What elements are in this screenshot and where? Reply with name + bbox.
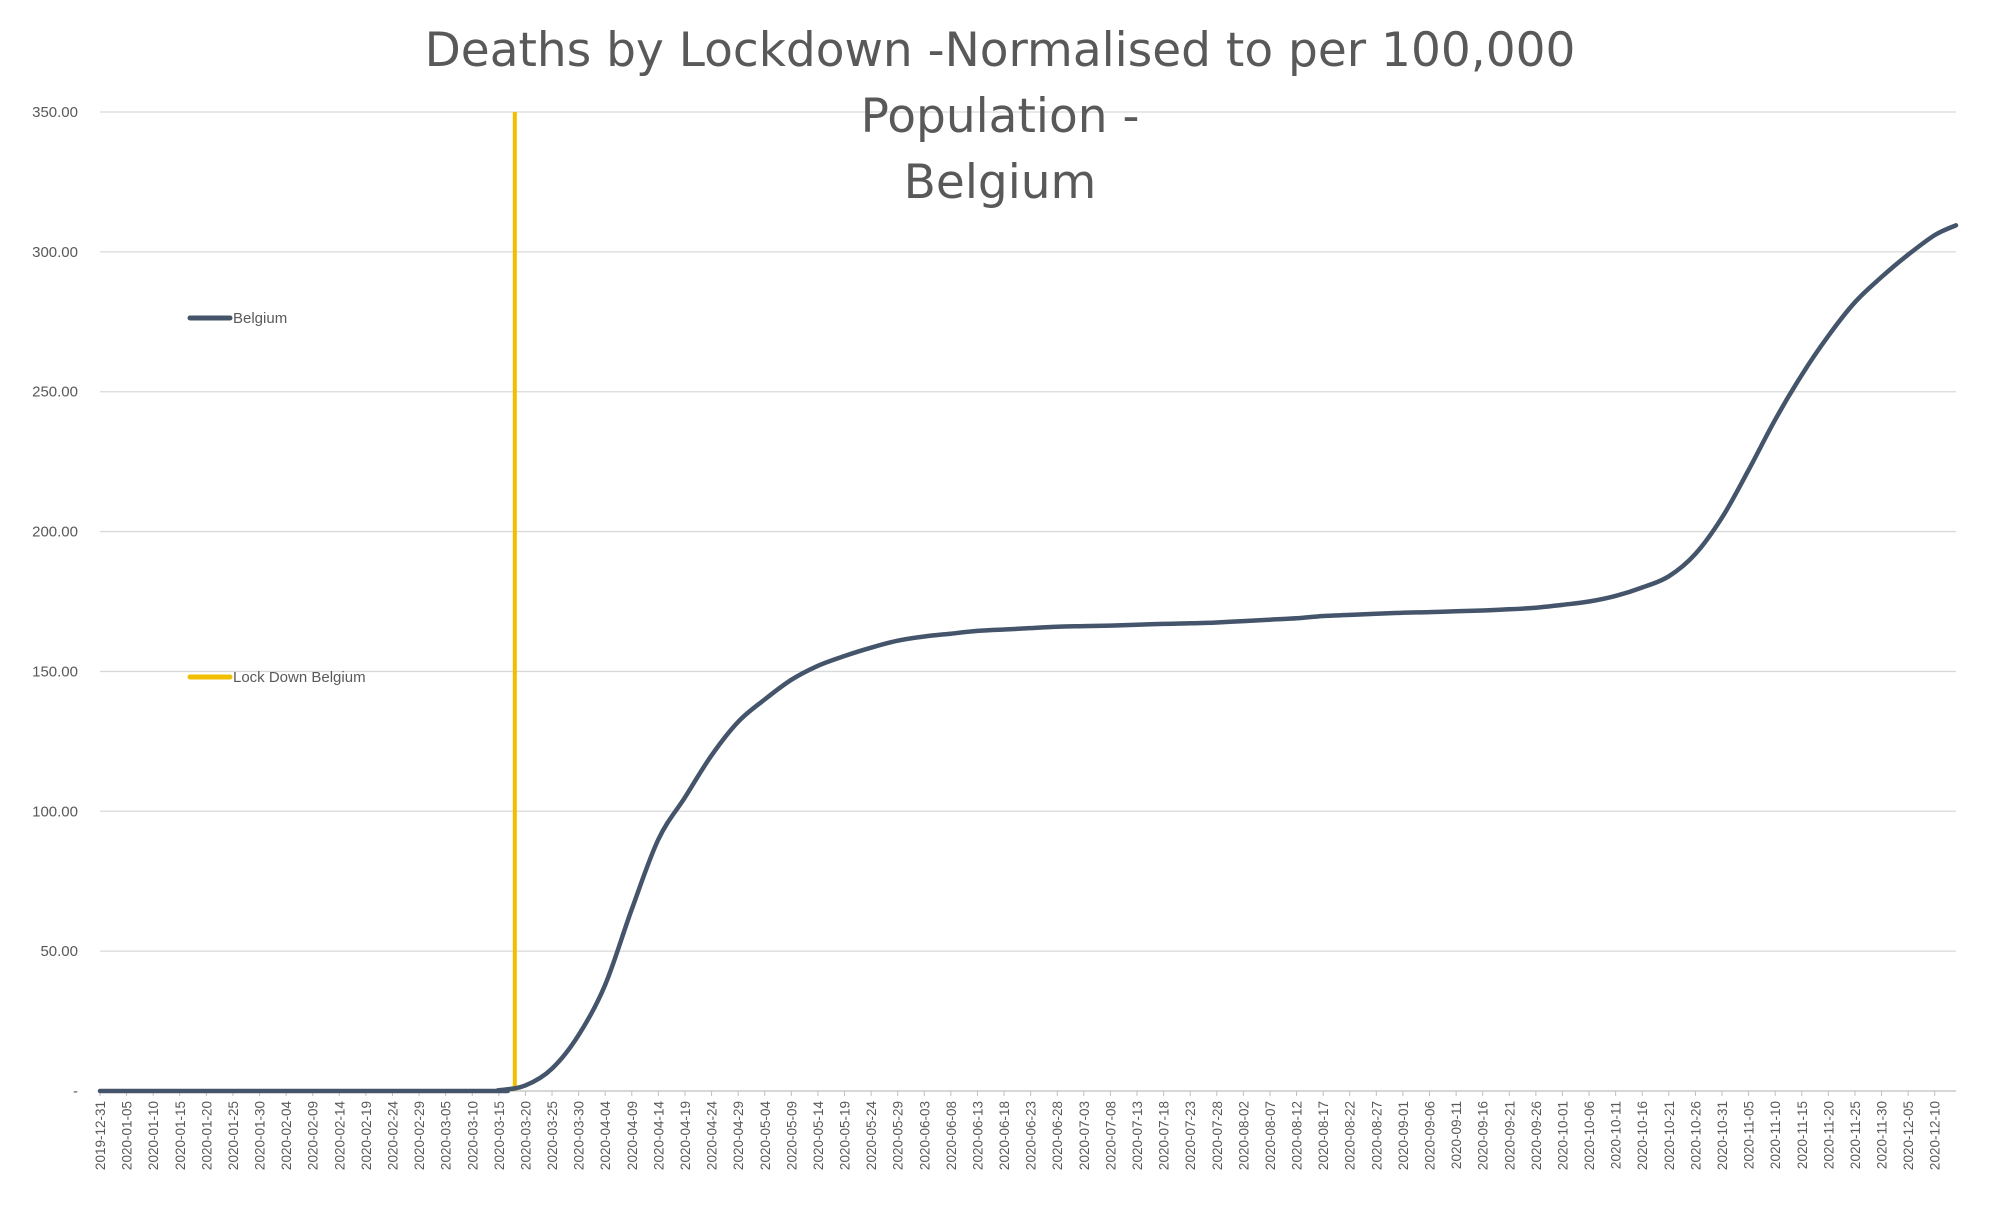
x-tick-label: 2020-03-25: [545, 1101, 560, 1170]
x-tick-label: 2020-03-20: [518, 1101, 533, 1170]
x-tick-label: 2020-04-19: [678, 1101, 693, 1170]
x-tick-label: 2020-06-18: [997, 1101, 1012, 1170]
x-tick-label: 2020-03-10: [465, 1101, 480, 1170]
x-tick-label: 2020-08-12: [1290, 1101, 1305, 1170]
x-tick-label: 2020-01-20: [199, 1101, 214, 1170]
y-tick-label: 150.00: [32, 663, 78, 680]
x-tick-label: 2020-10-06: [1582, 1101, 1597, 1170]
x-tick-label: 2020-06-28: [1050, 1101, 1065, 1170]
x-tick-label: 2020-07-18: [1157, 1101, 1172, 1170]
x-tick-label: 2020-04-14: [651, 1101, 666, 1171]
y-tick-label: 50.00: [40, 943, 78, 960]
x-tick-label: 2020-04-04: [598, 1101, 613, 1171]
x-tick-label: 2020-10-11: [1609, 1101, 1624, 1169]
x-tick-label: 2020-04-24: [705, 1101, 720, 1171]
x-tick-label: 2020-05-04: [758, 1101, 773, 1171]
x-tick-label: 2020-01-25: [226, 1101, 241, 1170]
x-tick-label: 2020-02-04: [279, 1101, 294, 1171]
x-tick-label: 2020-02-14: [332, 1101, 347, 1171]
legend: Belgium Lock Down Belgium: [187, 310, 366, 686]
x-tick-label: 2020-11-10: [1768, 1101, 1783, 1169]
y-axis-ticks: - 50.00 100.00 150.00 200.00 250.00 300.00 350.…: [32, 104, 78, 1100]
x-tick-label: 2020-05-29: [891, 1101, 906, 1170]
y-tick-label: 250.00: [32, 384, 78, 401]
x-tick-label: 2020-11-05: [1742, 1101, 1757, 1169]
y-tick-label: 100.00: [32, 803, 78, 820]
y-tick-label: 200.00: [32, 524, 78, 541]
x-tick-label: 2020-05-14: [811, 1101, 826, 1171]
x-tick-label: 2020-09-16: [1476, 1101, 1491, 1170]
x-tick-label: 2020-07-23: [1183, 1101, 1198, 1170]
x-tick-label: 2020-10-21: [1662, 1101, 1677, 1170]
x-tick-label: 2020-10-16: [1635, 1101, 1650, 1170]
x-tick-label: 2020-07-13: [1130, 1101, 1145, 1170]
x-tick-label: 2020-12-05: [1901, 1101, 1916, 1170]
series-line-belgium: [97, 223, 1959, 1094]
x-tick-label: 2020-06-13: [970, 1101, 985, 1170]
x-tick-label: 2020-05-19: [838, 1101, 853, 1170]
x-axis-ticks: 2019-12-31 2020-01-05 2020-01-10 2020-01-15…: [93, 1091, 1943, 1170]
x-tick-label: 2020-01-10: [146, 1101, 161, 1170]
x-tick-label: 2020-07-08: [1103, 1101, 1118, 1170]
x-tick-label: 2020-01-30: [253, 1101, 268, 1170]
x-tick-label: 2020-02-24: [385, 1101, 400, 1171]
x-tick-label: 2019-12-31: [93, 1101, 108, 1170]
x-tick-label: 2020-09-11: [1449, 1101, 1464, 1169]
x-tick-label: 2020-04-29: [731, 1101, 746, 1170]
series: [97, 223, 1959, 1094]
legend-label-belgium: Belgium: [233, 310, 287, 327]
x-tick-label: 2020-01-15: [173, 1101, 188, 1170]
x-tick-label: 2020-02-19: [359, 1101, 374, 1170]
gridlines: [100, 111, 1956, 1092]
x-tick-label: 2020-06-08: [944, 1101, 959, 1170]
x-tick-label: 2020-09-06: [1423, 1101, 1438, 1170]
x-tick-label: 2020-05-24: [864, 1101, 879, 1171]
x-tick-label: 2020-10-01: [1555, 1101, 1570, 1170]
x-tick-label: 2020-02-29: [412, 1101, 427, 1170]
x-tick-label: 2020-11-30: [1875, 1101, 1890, 1169]
x-tick-label: 2020-03-15: [492, 1101, 507, 1170]
x-tick-label: 2020-11-25: [1848, 1101, 1863, 1169]
x-tick-label: 2020-10-31: [1715, 1101, 1730, 1170]
x-tick-label: 2020-08-07: [1263, 1101, 1278, 1170]
x-tick-label: 2020-07-28: [1210, 1101, 1225, 1170]
x-tick-label: 2020-01-05: [120, 1101, 135, 1170]
legend-label-lock-down-belgium: Lock Down Belgium: [233, 669, 366, 686]
x-tick-label: 2020-04-09: [625, 1101, 640, 1170]
x-tick-label: 2020-03-30: [572, 1101, 587, 1170]
y-tick-label: 350.00: [32, 104, 78, 121]
x-tick-label: 2020-09-01: [1396, 1101, 1411, 1170]
x-tick-label: 2020-02-09: [306, 1101, 321, 1170]
x-tick-label: 2020-05-09: [784, 1101, 799, 1170]
x-tick-label: 2020-07-03: [1077, 1101, 1092, 1170]
x-tick-label: 2020-09-26: [1529, 1101, 1544, 1170]
x-tick-label: 2020-06-23: [1024, 1101, 1039, 1170]
y-tick-label: 300.00: [32, 244, 78, 261]
x-tick-label: 2020-08-27: [1369, 1101, 1384, 1170]
x-tick-label: 2020-10-26: [1688, 1101, 1703, 1170]
x-tick-label: 2020-08-17: [1316, 1101, 1331, 1170]
x-tick-label: 2020-12-10: [1928, 1101, 1943, 1170]
x-tick-label: 2020-11-15: [1795, 1101, 1810, 1169]
x-tick-label: 2020-11-20: [1821, 1101, 1836, 1169]
x-tick-label: 2020-06-03: [917, 1101, 932, 1170]
x-tick-label: 2020-08-22: [1343, 1101, 1358, 1170]
x-tick-label: 2020-08-02: [1236, 1101, 1251, 1170]
x-tick-label: 2020-03-05: [439, 1101, 454, 1170]
x-tick-label: 2020-09-21: [1502, 1101, 1517, 1170]
y-tick-label: -: [73, 1083, 78, 1100]
